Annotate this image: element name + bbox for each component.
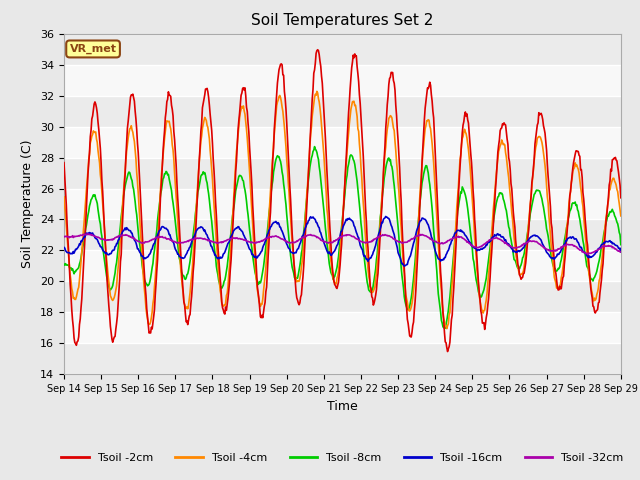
Y-axis label: Soil Temperature (C): Soil Temperature (C) xyxy=(22,140,35,268)
X-axis label: Time: Time xyxy=(327,400,358,413)
Bar xyxy=(64,157,621,189)
Bar xyxy=(64,189,621,219)
Bar xyxy=(64,281,621,312)
Text: VR_met: VR_met xyxy=(70,44,116,54)
Bar xyxy=(64,219,621,251)
Bar xyxy=(64,251,621,281)
Title: Soil Temperatures Set 2: Soil Temperatures Set 2 xyxy=(252,13,433,28)
Bar xyxy=(64,96,621,127)
Bar xyxy=(64,34,621,65)
Bar xyxy=(64,343,621,374)
Bar xyxy=(64,312,621,343)
Bar xyxy=(64,127,621,157)
Legend: Tsoil -2cm, Tsoil -4cm, Tsoil -8cm, Tsoil -16cm, Tsoil -32cm: Tsoil -2cm, Tsoil -4cm, Tsoil -8cm, Tsoi… xyxy=(57,448,628,467)
Bar xyxy=(64,65,621,96)
